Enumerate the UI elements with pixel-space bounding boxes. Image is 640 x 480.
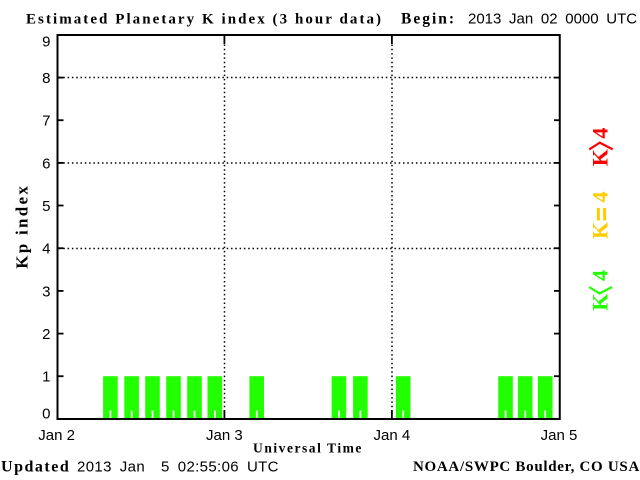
svg-text:7: 7 [42,113,50,130]
svg-text:Estimated Planetary K index (3: Estimated Planetary K index (3 hour data… [26,12,383,28]
svg-text:0: 0 [42,405,50,422]
svg-text:Jan 5: Jan 5 [541,427,578,444]
svg-text:3: 3 [42,283,50,300]
svg-text:6: 6 [42,155,50,172]
svg-text:1: 1 [42,369,50,386]
svg-text:4: 4 [587,128,612,139]
svg-text:4: 4 [587,192,612,203]
svg-text:2013 Jan 02 0000 UTC: 2013 Jan 02 0000 UTC [468,11,637,28]
svg-text:4: 4 [587,270,612,281]
svg-text:K: K [587,294,612,311]
svg-text:K: K [587,149,612,166]
svg-text:2013 Jan 5 02:55:06 UTC: 2013 Jan 5 02:55:06 UTC [77,459,279,476]
svg-text:Updated: Updated [1,459,70,476]
svg-text:K: K [587,222,612,239]
svg-text:9: 9 [42,34,50,51]
svg-text:8: 8 [42,70,50,87]
svg-text:Universal Time: Universal Time [253,441,363,456]
svg-text:Kp index: Kp index [13,184,32,269]
svg-text:Begin:: Begin: [401,11,456,28]
svg-text:4: 4 [42,241,50,258]
svg-text:5: 5 [42,198,50,215]
svg-text:Jan 4: Jan 4 [374,427,411,444]
svg-text:2: 2 [42,326,50,343]
svg-text:Jan 2: Jan 2 [38,427,75,444]
svg-text:NOAA/SWPC Boulder, CO USA: NOAA/SWPC Boulder, CO USA [413,459,640,475]
svg-text:Jan 3: Jan 3 [206,427,243,444]
